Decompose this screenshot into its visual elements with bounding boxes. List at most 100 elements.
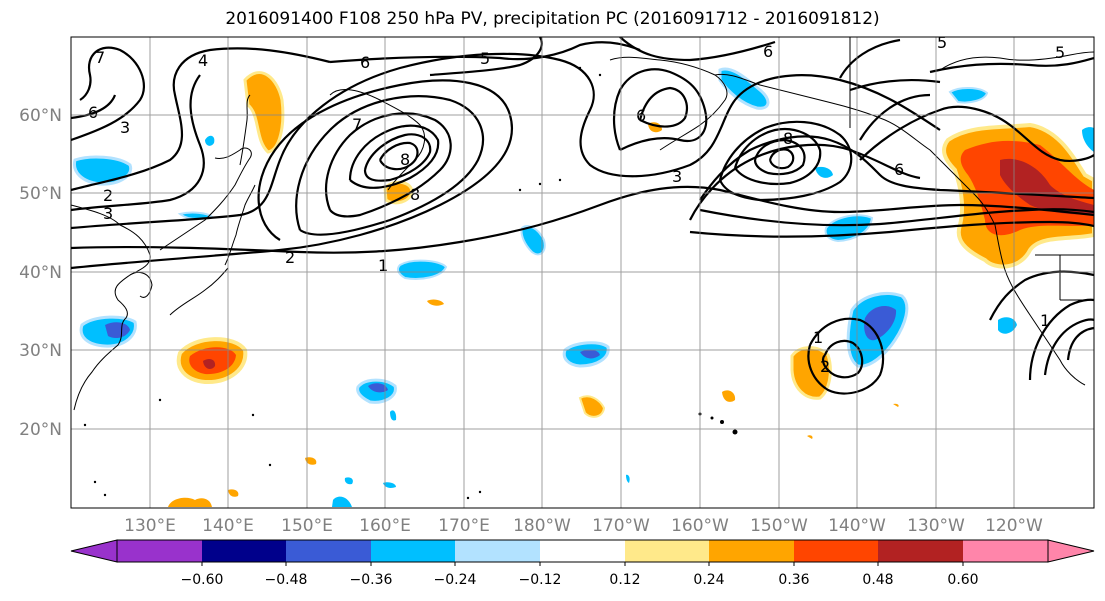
contour-label: 5 [1055,43,1065,62]
precip-negative-patch [815,166,833,178]
pv-contour-22 [768,148,795,170]
contour-label: 7 [352,115,362,134]
lon-label: 170°E [438,516,490,536]
contour-label: 3 [120,118,130,137]
precip-positive-patch [203,358,216,369]
precip-positive-patch [578,395,606,418]
coastline-asia [71,204,151,411]
colorbar: −0.60 −0.48 −0.36 −0.24 −0.12 0.12 0.24 … [70,539,1095,588]
precip-negative-patch [205,135,215,146]
contour-label: 5 [937,33,947,52]
contour-label: 6 [88,103,98,122]
pv-contour-20 [733,127,822,185]
pv-contour-30 [859,93,931,141]
contour-label: 1 [1040,311,1050,330]
contour-label: 2 [820,357,830,376]
contour-label: 7 [95,48,105,67]
pv-contour-27 [849,78,941,92]
pv-contour-14 [429,37,543,77]
contour-label: 6 [894,160,904,179]
contour-label: 6 [360,53,370,72]
contour-label: 6 [763,42,773,61]
colorbar-tick-label: 0.12 [609,572,640,588]
pv-contour-21 [753,138,806,176]
lat-label: 20°N [19,420,62,440]
pv-contour-8 [71,52,941,230]
pv-contour-9 [71,47,331,192]
precip-negative-patch [383,482,396,488]
lon-label: 130°W [907,516,965,536]
lat-label: 50°N [19,184,62,204]
contour-label: 2 [103,186,113,205]
coastlines [71,37,1094,411]
island [93,480,97,484]
precip-positive-patch [807,435,813,439]
contour-label: 8 [400,150,410,169]
precip-negative-patch [72,155,133,186]
lon-label: 160°E [359,516,411,536]
contour-label: 5 [480,49,490,68]
precip-negative-patch [390,410,397,421]
precip-positive-patch [893,403,899,407]
colorbar-tick-label: 0.48 [862,572,893,588]
island [478,490,482,494]
pv-contour-24 [689,220,1094,238]
island [83,423,87,427]
contour-label: 3 [103,204,113,223]
gridlines [71,37,1094,508]
precip-negative-patch [105,322,130,338]
colorbar-tick-label: 0.36 [778,572,809,588]
colorbar-tick-label: −0.12 [519,572,562,588]
lon-label: 130°E [124,516,176,536]
colorbar-bin [455,540,540,562]
colorbar-extend-low [70,539,118,563]
precip-negative-patch [864,306,897,341]
precip-positive-patch [1000,158,1094,215]
colorbar-bin [540,540,625,562]
island [538,182,542,186]
pv-contour-11 [71,46,145,142]
pv-contour-35 [1066,326,1094,361]
lon-label: 180°W [513,516,571,536]
lon-label: 140°W [828,516,886,536]
precip-positive-patch [722,390,736,402]
colorbar-tick-label: 0.60 [947,572,978,588]
island [732,429,738,435]
pv-contour-13 [329,41,641,64]
contour-label: 1 [813,328,823,347]
precip-negative-patch [344,477,353,485]
precip-negative-patch [1082,127,1094,152]
latitude-labels: 20°N 30°N 40°N 50°N 60°N [19,106,62,440]
islands [83,66,738,500]
colorbar-bin [371,540,455,562]
precip-negative-patch [626,474,630,483]
lat-label: 40°N [19,263,62,283]
pv-contour-28 [839,38,901,79]
island [158,398,162,402]
precip-positive-patch [168,497,212,507]
colorbar-frame [116,539,1049,563]
lon-label: 150°E [281,516,333,536]
contour-label: 4 [198,51,208,70]
state-boundary [849,37,1094,301]
lon-label: 120°W [985,516,1043,536]
longitude-labels: 130°E 140°E 150°E 160°E 170°E 180°W 170°… [124,516,1043,536]
coastline-kamchatka [329,89,426,191]
pv-contours [71,37,1094,395]
pv-contour-12 [71,94,117,120]
pv-contour-19 [718,120,853,202]
pv-contour-7 [379,141,419,171]
island [720,420,724,424]
colorbar-bin [709,540,794,562]
island [103,493,107,497]
pv-contour-10 [71,74,205,212]
colorbar-extend-high [1047,539,1095,563]
pv-contour-26 [929,56,1094,74]
island [466,496,470,500]
pv-contour-5 [348,124,440,189]
lat-label: 60°N [19,106,62,126]
colorbar-bin [963,540,1048,562]
precip-negative-patch [998,317,1017,334]
precip-positive-patch [228,489,239,497]
